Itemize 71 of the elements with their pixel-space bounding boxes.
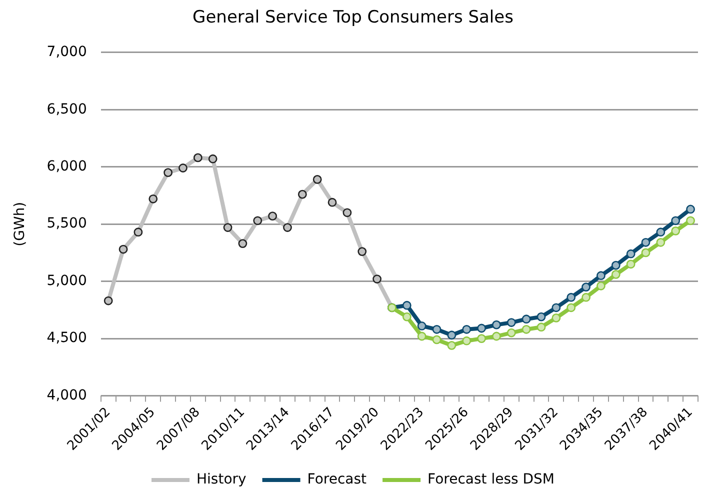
point [118,244,128,254]
point [566,292,576,302]
point [164,168,173,178]
y-tick-label: 6,500 [46,101,87,118]
y-tick-label: 6,000 [46,158,87,174]
point [477,334,486,343]
point [268,212,277,221]
point [342,208,352,218]
point [178,164,188,172]
point [686,216,695,226]
point [582,292,590,302]
point [552,303,561,312]
point [432,335,442,344]
point [312,175,322,184]
point [477,324,486,333]
point [566,303,576,312]
point [641,248,650,258]
point [462,324,472,334]
y-tick-label: 4,000 [46,387,87,404]
legend-label: Forecast less DSM [428,472,555,488]
point [656,228,666,237]
point [417,332,426,341]
legend-label: History [196,472,246,488]
point [492,332,501,341]
point [536,322,546,332]
point [402,312,412,322]
point [582,282,590,292]
point [417,322,426,330]
point [283,223,292,232]
point [626,249,636,258]
point [506,318,516,327]
y-tick-label: 7,000 [46,44,87,60]
point [104,296,113,306]
point [432,324,442,334]
point [506,328,516,338]
point [402,300,412,310]
y-tick-label: 4,500 [46,330,87,346]
point [208,154,218,164]
point [447,340,456,350]
point [238,239,248,248]
point [447,330,456,340]
point [552,314,561,322]
y-tick-label: 5,000 [46,272,87,289]
point [253,216,262,226]
legend-label: Forecast [307,472,368,488]
point [611,270,620,279]
point [358,247,367,256]
point [372,274,382,284]
point [148,194,158,204]
y-axis-title: (GWh) [12,202,28,246]
point [671,216,680,226]
chart-title: General Service Top Consumers Sales [192,8,514,28]
point [671,226,680,236]
point [223,223,232,232]
point [492,320,501,330]
point [656,238,666,247]
point [686,204,695,214]
point [596,271,606,280]
point [522,314,531,324]
point [641,238,650,247]
point [328,198,337,207]
point [298,190,307,199]
point [193,153,202,162]
point [536,312,546,322]
point [596,281,606,290]
y-tick-label: 5,500 [46,216,87,232]
point [611,260,620,270]
point [462,336,472,346]
point [626,260,636,269]
point [134,228,143,237]
point [522,324,531,334]
